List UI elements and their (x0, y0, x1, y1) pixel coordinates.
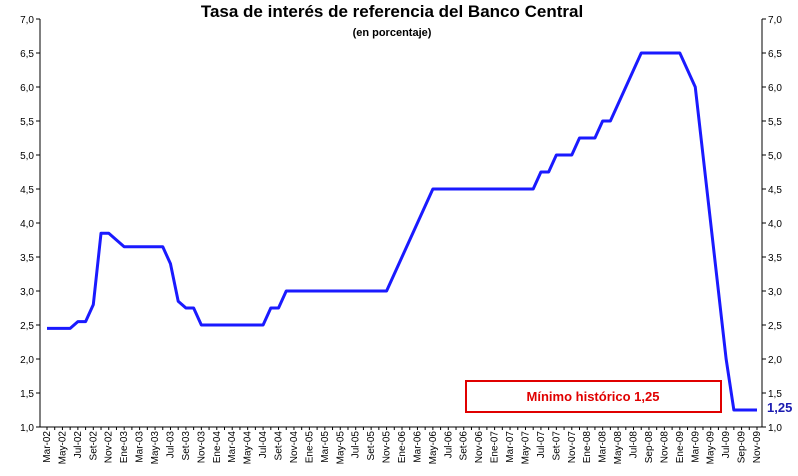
y-tick-label: 5,5 (20, 117, 34, 128)
x-tick-label: May-07 (520, 431, 531, 465)
y2-tick-label: 2,5 (768, 321, 782, 332)
x-tick-label: Ene-06 (397, 431, 408, 464)
y-tick-label: 2,5 (20, 321, 34, 332)
x-tick-label: Jul-04 (258, 431, 269, 459)
y-tick-label: 4,5 (20, 185, 34, 196)
y-tick-label: 6,0 (20, 83, 34, 94)
x-tick-label: Mar-05 (320, 431, 331, 463)
y2-tick-label: 1,5 (768, 389, 782, 400)
x-tick-label: Nov-07 (567, 431, 578, 464)
x-tick-label: Nov-03 (196, 431, 207, 464)
x-tick-label: Nov-08 (659, 431, 670, 464)
x-tick-label: Mar-03 (135, 431, 146, 463)
x-tick-label: Nov-02 (104, 431, 115, 464)
x-tick-label: Set-03 (181, 431, 192, 461)
x-tick-label: Sep-09 (737, 431, 748, 464)
x-tick-label: May-09 (706, 431, 717, 465)
y2-tick-label: 4,0 (768, 219, 782, 230)
y-tick-label: 6,5 (20, 49, 34, 60)
x-tick-label: Jul-05 (351, 431, 362, 459)
x-tick-label: May-04 (243, 431, 254, 465)
x-tick-label: Jul-08 (629, 431, 640, 459)
y-tick-label: 2,0 (20, 355, 34, 366)
y2-tick-label: 5,5 (768, 117, 782, 128)
end-label: 1,25 (767, 400, 792, 415)
x-tick-label: Jul-07 (536, 431, 547, 459)
x-tick-label: May-02 (57, 431, 68, 465)
y2-tick-label: 2,0 (768, 355, 782, 366)
y2-tick-label: 3,5 (768, 253, 782, 264)
x-tick-label: Mar-06 (412, 431, 423, 463)
x-tick-label: Jul-03 (165, 431, 176, 459)
x-tick-label: Mar-09 (690, 431, 701, 463)
y-tick-label: 1,0 (20, 423, 34, 434)
x-tick-label: Set-04 (274, 431, 285, 461)
x-tick-label: Set-06 (459, 431, 470, 461)
y2-tick-label: 1,0 (768, 423, 782, 434)
x-tick-label: Set-05 (366, 431, 377, 461)
y-tick-label: 7,0 (20, 15, 34, 26)
x-tick-label: Ene-04 (212, 431, 223, 464)
chart-title: Tasa de interés de referencia del Banco … (201, 2, 583, 21)
x-tick-label: May-06 (428, 431, 439, 465)
x-tick-label: Jul-09 (721, 431, 732, 459)
x-tick-label: Ene-05 (304, 431, 315, 464)
x-tick-label: Set-07 (551, 431, 562, 461)
x-tick-label: Nov-06 (474, 431, 485, 464)
x-tick-label: Jul-06 (443, 431, 454, 459)
x-tick-label: Ene-07 (490, 431, 501, 464)
x-tick-label: Mar-04 (227, 431, 238, 463)
y-tick-label: 3,0 (20, 287, 34, 298)
line-series (47, 51, 757, 412)
annotation: Mínimo histórico 1,25 (527, 389, 660, 404)
x-tick-label: Sep-08 (644, 431, 655, 464)
x-tick-label: Set-02 (88, 431, 99, 461)
x-tick-label: May-08 (613, 431, 624, 465)
x-tick-label: Nov-04 (289, 431, 300, 464)
x-tick-label: Mar-02 (42, 431, 53, 463)
y2-tick-label: 7,0 (768, 15, 782, 26)
y-tick-label: 4,0 (20, 219, 34, 230)
y2-tick-label: 6,0 (768, 83, 782, 94)
x-tick-label: Ene-08 (582, 431, 593, 464)
x-tick-label: Nov-09 (752, 431, 763, 464)
x-tick-label: Ene-09 (675, 431, 686, 464)
chart-subtitle: (en porcentaje) (353, 27, 432, 39)
y2-tick-label: 5,0 (768, 151, 782, 162)
y-tick-label: 1,5 (20, 389, 34, 400)
x-tick-label: May-05 (335, 431, 346, 465)
x-tick-label: Ene-03 (119, 431, 130, 464)
annotation-box (465, 380, 722, 413)
x-tick-label: Mar-07 (505, 431, 516, 463)
y2-tick-label: 6,5 (768, 49, 782, 60)
y2-tick-label: 3,0 (768, 287, 782, 298)
x-tick-label: May-03 (150, 431, 161, 465)
x-tick-label: Mar-08 (598, 431, 609, 463)
y-tick-label: 5,0 (20, 151, 34, 162)
x-tick-label: Jul-02 (73, 431, 84, 459)
x-tick-label: Nov-05 (382, 431, 393, 464)
y-tick-label: 3,5 (20, 253, 34, 264)
y2-tick-label: 4,5 (768, 185, 782, 196)
